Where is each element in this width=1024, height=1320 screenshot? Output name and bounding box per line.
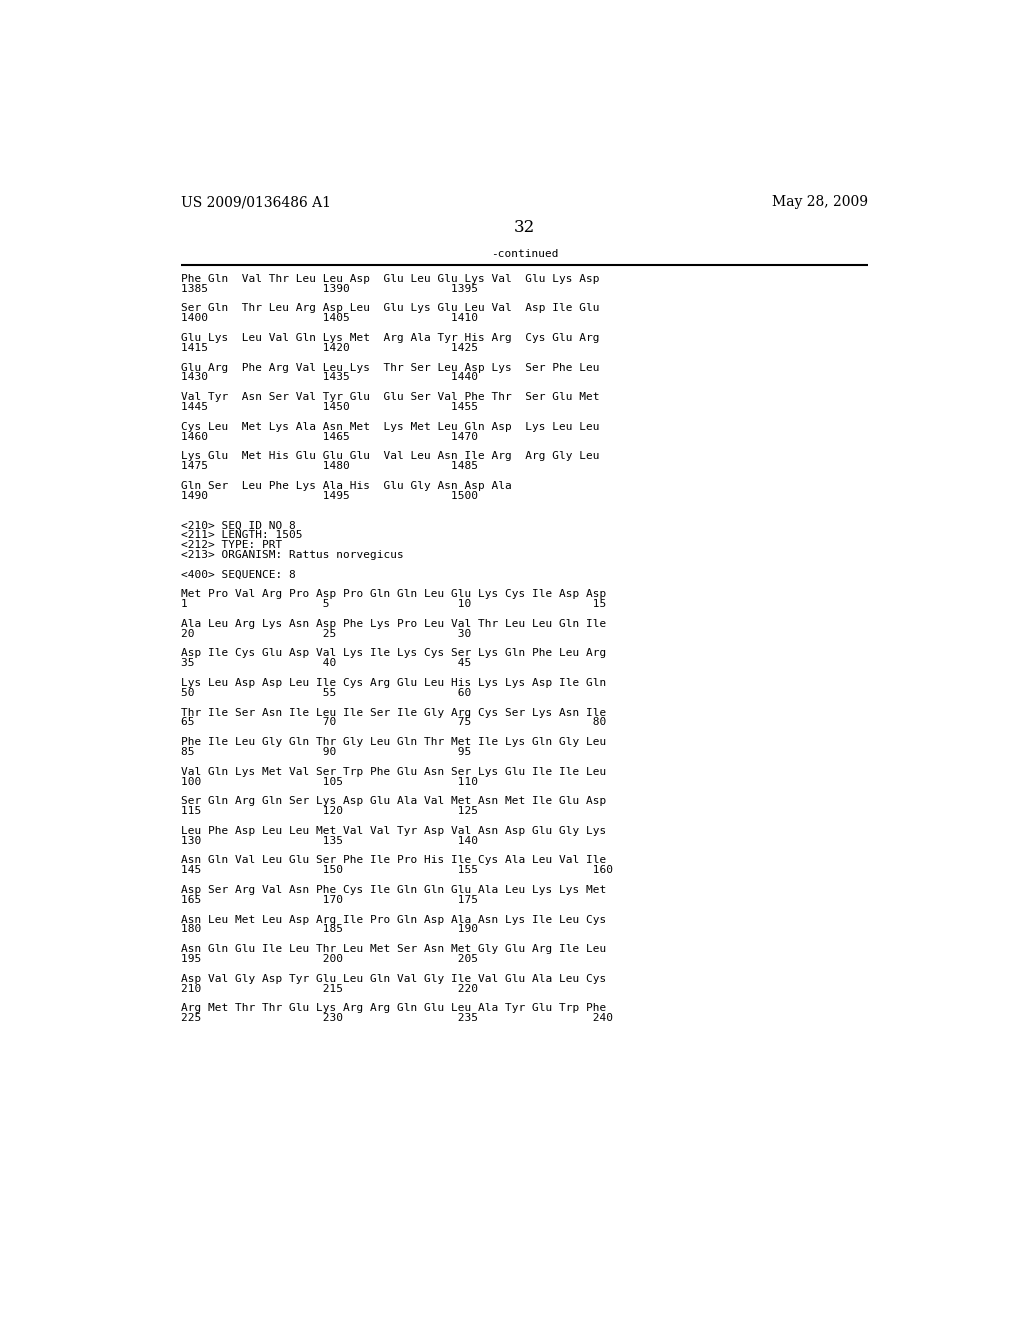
Text: Asn Gln Glu Ile Leu Thr Leu Met Ser Asn Met Gly Glu Arg Ile Leu: Asn Gln Glu Ile Leu Thr Leu Met Ser Asn … (180, 944, 606, 954)
Text: 1400                 1405               1410: 1400 1405 1410 (180, 313, 478, 323)
Text: Met Pro Val Arg Pro Asp Pro Gln Gln Leu Glu Lys Cys Ile Asp Asp: Met Pro Val Arg Pro Asp Pro Gln Gln Leu … (180, 589, 606, 599)
Text: 1490                 1495               1500: 1490 1495 1500 (180, 491, 478, 500)
Text: 1415                 1420               1425: 1415 1420 1425 (180, 343, 478, 352)
Text: 145                  150                 155                 160: 145 150 155 160 (180, 865, 612, 875)
Text: 85                   90                  95: 85 90 95 (180, 747, 471, 756)
Text: Phe Gln  Val Thr Leu Leu Asp  Glu Leu Glu Lys Val  Glu Lys Asp: Phe Gln Val Thr Leu Leu Asp Glu Leu Glu … (180, 275, 599, 284)
Text: 130                  135                 140: 130 135 140 (180, 836, 478, 846)
Text: 100                  105                 110: 100 105 110 (180, 776, 478, 787)
Text: Asp Ser Arg Val Asn Phe Cys Ile Gln Gln Glu Ala Leu Lys Lys Met: Asp Ser Arg Val Asn Phe Cys Ile Gln Gln … (180, 884, 606, 895)
Text: Thr Ile Ser Asn Ile Leu Ile Ser Ile Gly Arg Cys Ser Lys Asn Ile: Thr Ile Ser Asn Ile Leu Ile Ser Ile Gly … (180, 708, 606, 718)
Text: Asp Val Gly Asp Tyr Glu Leu Gln Val Gly Ile Val Glu Ala Leu Cys: Asp Val Gly Asp Tyr Glu Leu Gln Val Gly … (180, 974, 606, 983)
Text: 1475                 1480               1485: 1475 1480 1485 (180, 461, 478, 471)
Text: 50                   55                  60: 50 55 60 (180, 688, 471, 698)
Text: Ala Leu Arg Lys Asn Asp Phe Lys Pro Leu Val Thr Leu Leu Gln Ile: Ala Leu Arg Lys Asn Asp Phe Lys Pro Leu … (180, 619, 606, 628)
Text: Val Tyr  Asn Ser Val Tyr Glu  Glu Ser Val Phe Thr  Ser Glu Met: Val Tyr Asn Ser Val Tyr Glu Glu Ser Val … (180, 392, 599, 403)
Text: 1                    5                   10                  15: 1 5 10 15 (180, 599, 606, 609)
Text: 165                  170                 175: 165 170 175 (180, 895, 478, 904)
Text: Asp Ile Cys Glu Asp Val Lys Ile Lys Cys Ser Lys Gln Phe Leu Arg: Asp Ile Cys Glu Asp Val Lys Ile Lys Cys … (180, 648, 606, 659)
Text: <212> TYPE: PRT: <212> TYPE: PRT (180, 540, 282, 550)
Text: 65                   70                  75                  80: 65 70 75 80 (180, 717, 606, 727)
Text: May 28, 2009: May 28, 2009 (772, 195, 868, 209)
Text: Asn Leu Met Leu Asp Arg Ile Pro Gln Asp Ala Asn Lys Ile Leu Cys: Asn Leu Met Leu Asp Arg Ile Pro Gln Asp … (180, 915, 606, 924)
Text: 225                  230                 235                 240: 225 230 235 240 (180, 1012, 612, 1023)
Text: Ser Gln Arg Gln Ser Lys Asp Glu Ala Val Met Asn Met Ile Glu Asp: Ser Gln Arg Gln Ser Lys Asp Glu Ala Val … (180, 796, 606, 807)
Text: <213> ORGANISM: Rattus norvegicus: <213> ORGANISM: Rattus norvegicus (180, 550, 403, 560)
Text: Ser Gln  Thr Leu Arg Asp Leu  Glu Lys Glu Leu Val  Asp Ile Glu: Ser Gln Thr Leu Arg Asp Leu Glu Lys Glu … (180, 304, 599, 313)
Text: Val Gln Lys Met Val Ser Trp Phe Glu Asn Ser Lys Glu Ile Ile Leu: Val Gln Lys Met Val Ser Trp Phe Glu Asn … (180, 767, 606, 776)
Text: Leu Phe Asp Leu Leu Met Val Val Tyr Asp Val Asn Asp Glu Gly Lys: Leu Phe Asp Leu Leu Met Val Val Tyr Asp … (180, 826, 606, 836)
Text: 195                  200                 205: 195 200 205 (180, 954, 478, 964)
Text: Arg Met Thr Thr Glu Lys Arg Arg Gln Glu Leu Ala Tyr Glu Trp Phe: Arg Met Thr Thr Glu Lys Arg Arg Gln Glu … (180, 1003, 606, 1014)
Text: 1430                 1435               1440: 1430 1435 1440 (180, 372, 478, 383)
Text: Cys Leu  Met Lys Ala Asn Met  Lys Met Leu Gln Asp  Lys Leu Leu: Cys Leu Met Lys Ala Asn Met Lys Met Leu … (180, 421, 599, 432)
Text: 180                  185                 190: 180 185 190 (180, 924, 478, 935)
Text: <400> SEQUENCE: 8: <400> SEQUENCE: 8 (180, 569, 296, 579)
Text: 1445                 1450               1455: 1445 1450 1455 (180, 403, 478, 412)
Text: -continued: -continued (492, 249, 558, 259)
Text: Glu Arg  Phe Arg Val Leu Lys  Thr Ser Leu Asp Lys  Ser Phe Leu: Glu Arg Phe Arg Val Leu Lys Thr Ser Leu … (180, 363, 599, 372)
Text: <211> LENGTH: 1505: <211> LENGTH: 1505 (180, 531, 302, 540)
Text: 20                   25                  30: 20 25 30 (180, 628, 471, 639)
Text: 115                  120                 125: 115 120 125 (180, 807, 478, 816)
Text: Gln Ser  Leu Phe Lys Ala His  Glu Gly Asn Asp Ala: Gln Ser Leu Phe Lys Ala His Glu Gly Asn … (180, 480, 511, 491)
Text: Phe Ile Leu Gly Gln Thr Gly Leu Gln Thr Met Ile Lys Gln Gly Leu: Phe Ile Leu Gly Gln Thr Gly Leu Gln Thr … (180, 737, 606, 747)
Text: 35                   40                  45: 35 40 45 (180, 659, 471, 668)
Text: <210> SEQ ID NO 8: <210> SEQ ID NO 8 (180, 520, 296, 531)
Text: Glu Lys  Leu Val Gln Lys Met  Arg Ala Tyr His Arg  Cys Glu Arg: Glu Lys Leu Val Gln Lys Met Arg Ala Tyr … (180, 333, 599, 343)
Text: 1460                 1465               1470: 1460 1465 1470 (180, 432, 478, 442)
Text: Lys Leu Asp Asp Leu Ile Cys Arg Glu Leu His Lys Lys Asp Ile Gln: Lys Leu Asp Asp Leu Ile Cys Arg Glu Leu … (180, 678, 606, 688)
Text: 210                  215                 220: 210 215 220 (180, 983, 478, 994)
Text: Lys Glu  Met His Glu Glu Glu  Val Leu Asn Ile Arg  Arg Gly Leu: Lys Glu Met His Glu Glu Glu Val Leu Asn … (180, 451, 599, 461)
Text: 1385                 1390               1395: 1385 1390 1395 (180, 284, 478, 294)
Text: 32: 32 (514, 219, 536, 235)
Text: US 2009/0136486 A1: US 2009/0136486 A1 (180, 195, 331, 209)
Text: Asn Gln Val Leu Glu Ser Phe Ile Pro His Ile Cys Ala Leu Val Ile: Asn Gln Val Leu Glu Ser Phe Ile Pro His … (180, 855, 606, 866)
